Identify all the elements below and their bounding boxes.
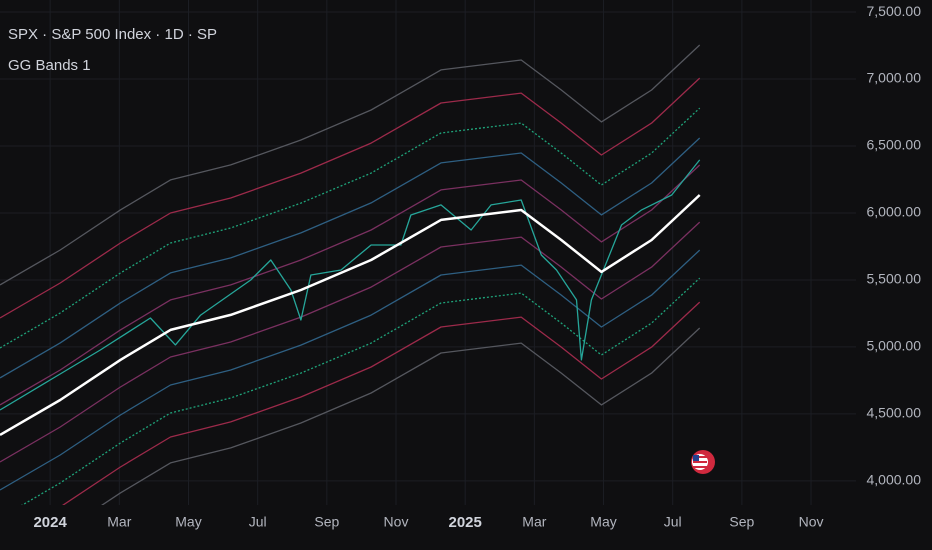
- grid: [0, 0, 856, 505]
- series-line: [0, 249, 701, 491]
- x-tick-label: May: [590, 514, 616, 530]
- x-tick-label: 2025: [448, 514, 481, 531]
- flag-icon: [691, 450, 715, 474]
- y-tick-label: 6,000.00: [867, 204, 922, 220]
- series-line: [62, 301, 701, 505]
- y-tick-label: 7,000.00: [867, 70, 922, 86]
- y-tick-label: 5,000.00: [867, 338, 922, 354]
- x-tick-label: Jul: [664, 514, 682, 530]
- series-line: [0, 137, 701, 379]
- y-tick-label: 4,000.00: [867, 472, 922, 488]
- series-line: [0, 221, 701, 463]
- series-line: [101, 327, 701, 505]
- moving-average: [0, 194, 701, 436]
- x-tick-label: Jul: [249, 514, 267, 530]
- x-tick-label: Nov: [384, 514, 409, 530]
- axis-labels: 4,000.00 4,500.00 5,000.00 5,500.00 6,000.00…: [33, 3, 921, 531]
- x-tick-label: Mar: [107, 514, 131, 530]
- x-tick-label: Sep: [314, 514, 339, 530]
- x-tick-label: Nov: [799, 514, 824, 530]
- y-tick-label: 6,500.00: [867, 137, 922, 153]
- series-line: [21, 277, 701, 505]
- x-tick-label: Mar: [522, 514, 546, 530]
- chart-title: SPX · S&P 500 Index · 1D · SP: [8, 26, 217, 43]
- x-tick-label: Sep: [729, 514, 754, 530]
- y-tick-label: 4,500.00: [867, 405, 922, 421]
- series-line: [0, 107, 701, 349]
- plot-area: [0, 44, 701, 505]
- series-line: [0, 164, 701, 406]
- series-line: [0, 44, 701, 286]
- y-tick-label: 7,500.00: [867, 3, 922, 19]
- x-tick-label: 2024: [33, 514, 67, 531]
- x-tick-label: May: [175, 514, 201, 530]
- indicator-label: GG Bands 1: [8, 57, 91, 74]
- series-line: [0, 77, 701, 319]
- y-tick-label: 5,500.00: [867, 271, 922, 287]
